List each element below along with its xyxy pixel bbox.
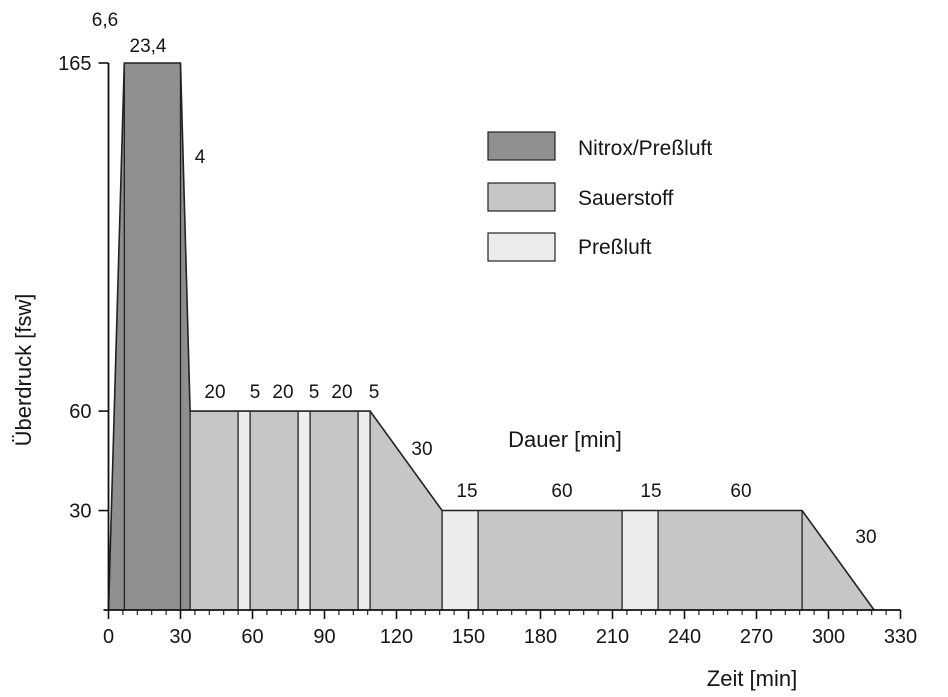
segment-2 [124, 63, 181, 610]
duration-label: 20 [272, 382, 293, 403]
legend-swatch-pressluft [487, 232, 556, 262]
duration-label: 23,4 [130, 36, 167, 57]
duration-label: 5 [369, 382, 380, 403]
segment-9 [358, 411, 371, 610]
x-tick-label: 150 [452, 626, 485, 648]
segment-3 [180, 63, 191, 610]
y-tick-label: 30 [69, 501, 91, 523]
legend-label-pressluft: Preßluft [578, 236, 652, 259]
x-tick-label: 330 [884, 626, 917, 648]
x-tick-label: 180 [524, 626, 557, 648]
x-tick-label: 90 [313, 626, 335, 648]
legend-label-sauerstoff: Sauerstoff [578, 187, 674, 210]
duration-label: 20 [204, 382, 225, 403]
x-tick-label: 270 [740, 626, 773, 648]
duration-label: 60 [551, 481, 572, 502]
segment-8 [310, 411, 359, 610]
segment-6 [250, 411, 299, 610]
x-tick-label: 240 [668, 626, 701, 648]
duration-label: 60 [730, 481, 751, 502]
annotation-dauer: Dauer [min] [508, 427, 622, 452]
duration-label: 20 [331, 382, 352, 403]
y-axis-title: Überdruck [fsw] [11, 294, 36, 447]
duration-label: 6,6 [92, 10, 118, 31]
x-tick-label: 210 [596, 626, 629, 648]
x-tick-label: 30 [169, 626, 191, 648]
gas-segments [107, 62, 875, 611]
axes: 0 30 60 90 120 150 180 210 240 270 300 330 30 60 165 [58, 53, 917, 648]
segment-7 [298, 411, 311, 610]
duration-label: 30 [855, 527, 876, 548]
duration-label: 4 [195, 147, 206, 168]
duration-label: 30 [411, 439, 432, 460]
duration-label: 15 [456, 481, 477, 502]
segment-11 [442, 510, 479, 610]
y-tick-label: 60 [69, 401, 91, 423]
duration-label: 5 [250, 382, 261, 403]
dive-profile-line [107, 62, 875, 611]
x-tick-label: 300 [812, 626, 845, 648]
segment-12 [478, 510, 623, 610]
x-axis-title: Zeit [min] [707, 666, 797, 691]
x-tick-label: 60 [241, 626, 263, 648]
legend-swatch-nitrox [487, 131, 556, 161]
duration-label: 5 [309, 382, 320, 403]
legend: Nitrox/Preßluft Sauerstoff Preßluft [487, 131, 712, 262]
segment-14 [658, 510, 803, 610]
legend-swatch-sauerstoff [487, 182, 556, 212]
y-tick-label: 165 [58, 53, 91, 75]
segment-10 [370, 411, 443, 610]
x-tick-label: 120 [380, 626, 413, 648]
segment-5 [238, 411, 251, 610]
x-tick-label: 0 [103, 626, 114, 648]
duration-labels: 6,6 23,4 4 20 5 20 5 20 5 30 15 60 15 60 30 [92, 10, 877, 548]
duration-label: 15 [640, 481, 661, 502]
segment-4 [190, 411, 239, 610]
segment-13 [622, 510, 659, 610]
legend-label-nitrox: Nitrox/Preßluft [578, 137, 712, 160]
